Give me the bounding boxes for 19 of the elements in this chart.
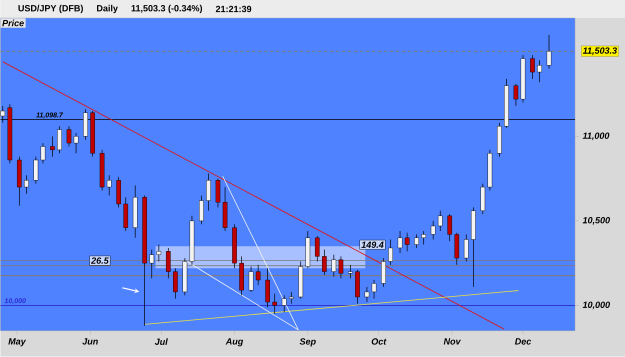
- x-tick-label: Jun: [82, 338, 98, 345]
- chart-title: USD/JPY (DFB): [18, 4, 83, 14]
- text: 11,503.3 (-0.34%): [132, 4, 202, 14]
- y-tick-label: 10,500: [582, 217, 610, 225]
- x-tick-label: Aug: [226, 338, 244, 346]
- y-tick-label: 10,000: [582, 302, 610, 310]
- ref-line-label: 11,503.3: [582, 48, 617, 56]
- x-tick-label: Nov: [444, 338, 461, 345]
- x-tick-label: Sep: [300, 338, 316, 347]
- chart-subtitle: Daily: [97, 4, 118, 14]
- x-tick-label: Jul: [154, 338, 168, 346]
- annotation: 26.5: [91, 258, 109, 264]
- x-tick-label: Dec: [514, 338, 532, 345]
- x-tick-label: May: [8, 338, 26, 346]
- text: 21:21:39: [216, 6, 252, 12]
- y-axis-title: Price: [2, 20, 24, 26]
- annotation: 149.4: [361, 242, 384, 248]
- y-tick-label: 11,000: [582, 132, 610, 140]
- x-tick-label: Oct: [372, 338, 387, 345]
